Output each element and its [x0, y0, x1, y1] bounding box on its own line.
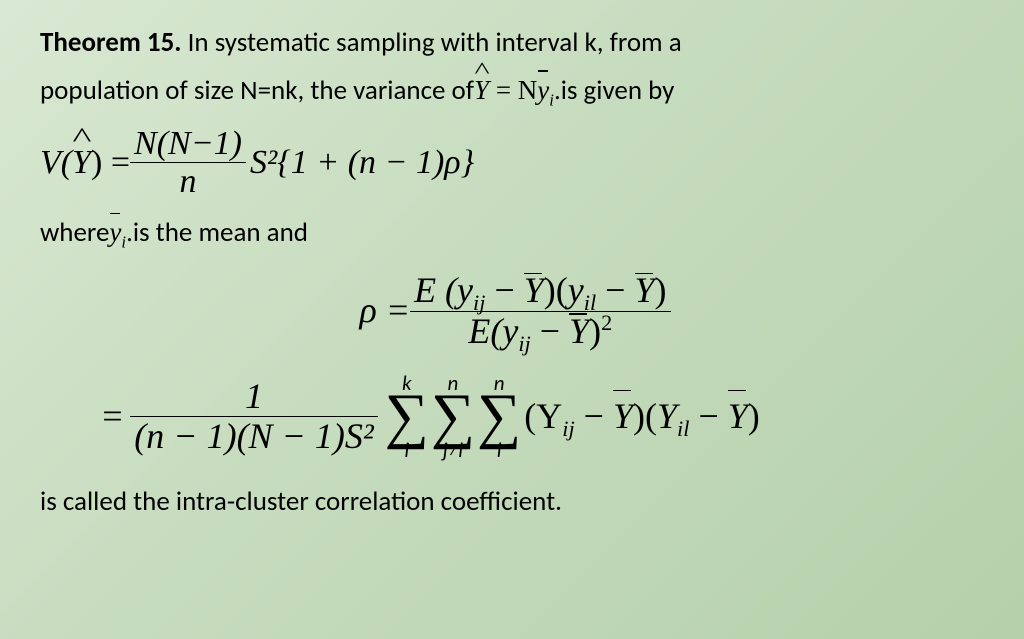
frac-N-N-1-over-n: N(N−1) n: [130, 126, 246, 200]
y-bar: y: [537, 70, 549, 112]
sum-over-l: n ∑ l: [477, 373, 521, 462]
where-text-a: where: [40, 212, 109, 254]
closing-line: is called the intra-cluster correlation …: [40, 481, 990, 523]
after-frac: S²{1 + (n − 1)ρ}: [250, 137, 474, 190]
line-1: Theorem 15. In systematic sampling with …: [40, 22, 990, 64]
where-text-b: is the mean and: [133, 212, 308, 254]
ybar-i: yi.: [109, 212, 132, 254]
rho-fraction: E (yij − Y)(yil − Y) E(yij − Y)2: [410, 272, 670, 351]
coeff-frac: 1 (n − 1)(N − 1)S²: [130, 378, 377, 457]
eq-sign: =: [100, 389, 124, 445]
V-of-Yhat: V(Y) =: [40, 137, 130, 190]
line-2b: is given by: [561, 70, 675, 112]
expr-Yhat-eq-NYbar: Y = Nyi.: [474, 70, 561, 112]
theorem-label: Theorem 15.: [40, 26, 182, 59]
rho-expanded: = 1 (n − 1)(N − 1)S² k ∑ i n ∑ j≠l n ∑ l…: [100, 373, 990, 462]
theorem-body: Theorem 15. In systematic sampling with …: [40, 22, 990, 523]
rho-definition: ρ = E (yij − Y)(yil − Y) E(yij − Y)2: [40, 272, 990, 351]
summand: (Yij − Y)(Yil − Y): [524, 389, 760, 445]
line-1-text: In systematic sampling with interval k, …: [188, 26, 682, 59]
line-2: population of size N=nk, the variance of…: [40, 70, 990, 112]
sum-over-j: n ∑ j≠l: [431, 373, 475, 462]
rho-eq: ρ =: [359, 283, 410, 339]
where-line: where yi. is the mean and: [40, 212, 990, 254]
variance-formula: V(Y) = N(N−1) n S²{1 + (n − 1)ρ}: [40, 126, 990, 200]
line-2a: population of size N=nk, the variance of: [40, 70, 474, 112]
Y-hat: Y: [474, 70, 489, 112]
sum-over-i: k ∑ i: [385, 373, 429, 462]
